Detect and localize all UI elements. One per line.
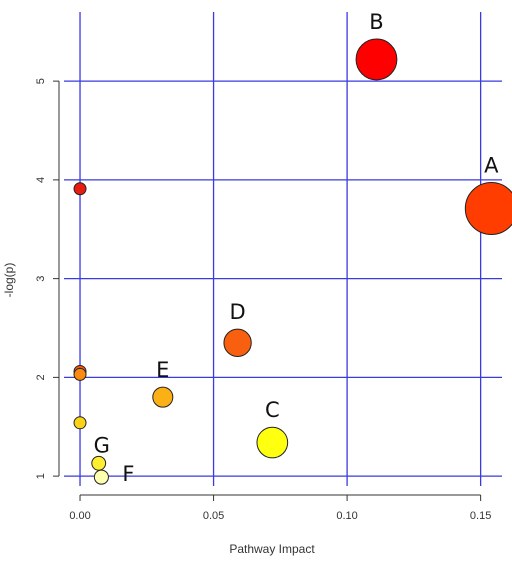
y-tick-label-3: 4 (35, 177, 47, 183)
point-label-g: G (94, 433, 110, 457)
x-axis-title: Pathway Impact (229, 542, 315, 556)
point-label-a: A (484, 154, 499, 178)
y-axis-title: -log(p) (2, 263, 16, 298)
y-tick-label-0: 1 (35, 473, 47, 479)
data-point-d (223, 328, 252, 357)
point-label-e: E (156, 358, 169, 382)
data-point-f (93, 469, 109, 485)
point-label-c: C (265, 398, 280, 422)
point-label-f: F (122, 462, 134, 486)
grid-lines (64, 12, 502, 486)
data-point-a (464, 182, 512, 236)
y-tick-label-1: 2 (35, 374, 47, 380)
data-point-g (91, 455, 107, 471)
x-tick-label-3: 0.15 (470, 510, 491, 522)
point-labels: B A D E C GF (94, 10, 500, 486)
point-label-b: B (369, 10, 383, 34)
data-point-7 (73, 416, 87, 430)
data-points (73, 38, 512, 485)
x-tick-label-0: 0.00 (69, 510, 90, 522)
x-tick-label-2: 0.10 (336, 510, 357, 522)
data-point-e (152, 386, 174, 408)
y-tick-label-4: 5 (35, 78, 47, 84)
data-point-2 (73, 182, 87, 196)
data-point-b (355, 38, 398, 81)
axes: 0.00 0.05 0.10 0.15 1 2 3 4 5 (35, 78, 491, 522)
y-tick-label-2: 3 (35, 276, 47, 282)
data-point-c (256, 426, 289, 459)
x-tick-label-1: 0.05 (203, 510, 224, 522)
data-point-5 (73, 367, 87, 381)
point-label-d: D (230, 300, 246, 324)
